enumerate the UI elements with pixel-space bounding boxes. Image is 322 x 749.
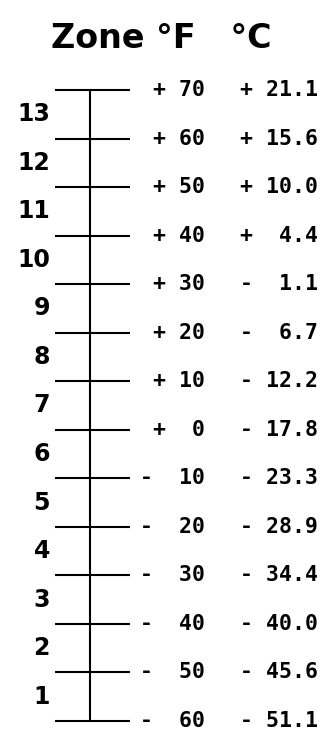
Text: + 20: + 20 xyxy=(153,323,205,343)
Text: -  50: - 50 xyxy=(140,662,205,682)
Text: 10: 10 xyxy=(17,248,50,272)
Text: -  10: - 10 xyxy=(140,468,205,488)
Text: -  1.1: - 1.1 xyxy=(240,274,318,294)
Text: Zone °F   °C: Zone °F °C xyxy=(51,22,271,55)
Text: 1: 1 xyxy=(33,685,50,709)
Text: -  60: - 60 xyxy=(140,711,205,731)
Text: 4: 4 xyxy=(33,539,50,563)
Text: 7: 7 xyxy=(33,393,50,417)
Text: - 23.3: - 23.3 xyxy=(240,468,318,488)
Text: +  0: + 0 xyxy=(153,419,205,440)
Text: 6: 6 xyxy=(33,442,50,466)
Text: 3: 3 xyxy=(33,588,50,612)
Text: 9: 9 xyxy=(33,297,50,321)
Text: - 17.8: - 17.8 xyxy=(240,419,318,440)
Text: + 10.0: + 10.0 xyxy=(240,177,318,197)
Text: + 15.6: + 15.6 xyxy=(240,129,318,148)
Text: -  20: - 20 xyxy=(140,517,205,537)
Text: +  4.4: + 4.4 xyxy=(240,225,318,246)
Text: - 40.0: - 40.0 xyxy=(240,614,318,634)
Text: -  40: - 40 xyxy=(140,614,205,634)
Text: - 45.6: - 45.6 xyxy=(240,662,318,682)
Text: 5: 5 xyxy=(33,491,50,515)
Text: + 70: + 70 xyxy=(153,80,205,100)
Text: 2: 2 xyxy=(33,636,50,660)
Text: -  30: - 30 xyxy=(140,565,205,586)
Text: - 12.2: - 12.2 xyxy=(240,372,318,391)
Text: - 28.9: - 28.9 xyxy=(240,517,318,537)
Text: + 60: + 60 xyxy=(153,129,205,148)
Text: 11: 11 xyxy=(17,199,50,223)
Text: + 40: + 40 xyxy=(153,225,205,246)
Text: 8: 8 xyxy=(33,345,50,369)
Text: 12: 12 xyxy=(17,151,50,175)
Text: 13: 13 xyxy=(17,103,50,127)
Text: - 34.4: - 34.4 xyxy=(240,565,318,586)
Text: - 51.1: - 51.1 xyxy=(240,711,318,731)
Text: + 50: + 50 xyxy=(153,177,205,197)
Text: + 21.1: + 21.1 xyxy=(240,80,318,100)
Text: -  6.7: - 6.7 xyxy=(240,323,318,343)
Text: + 30: + 30 xyxy=(153,274,205,294)
Text: + 10: + 10 xyxy=(153,372,205,391)
